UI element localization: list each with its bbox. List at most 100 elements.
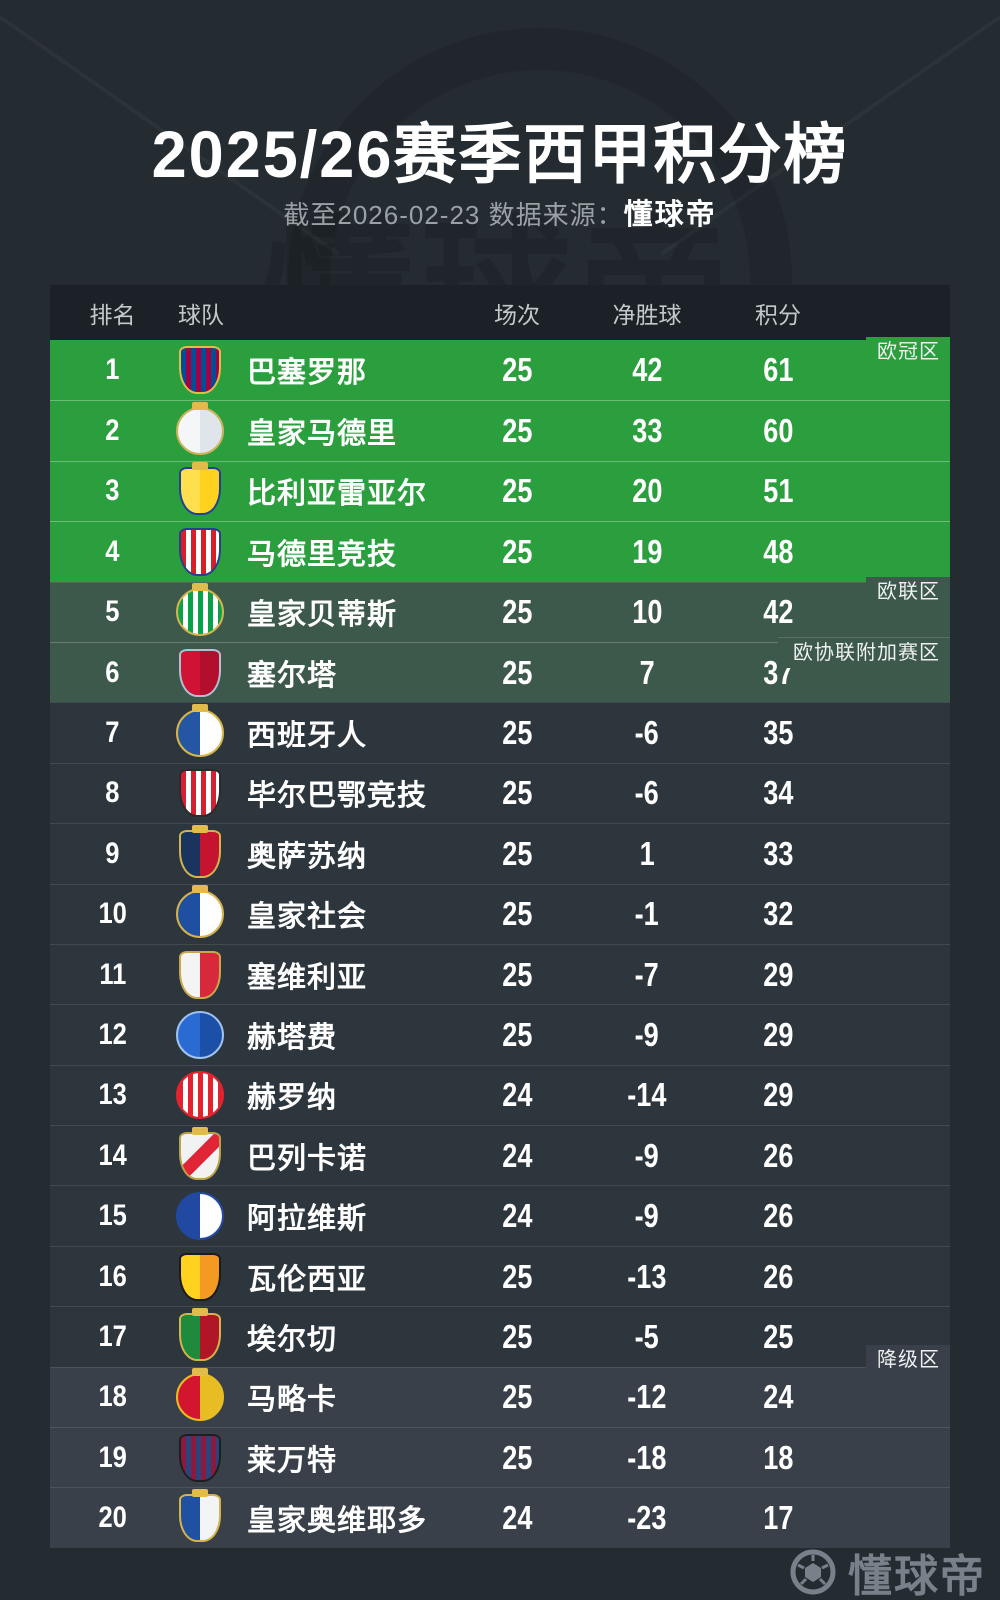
team-name: 皇家奥维耶多 (247, 1505, 428, 1538)
played-cell: 25 (501, 714, 533, 752)
team-logo (176, 402, 224, 456)
team-name: 奥萨苏纳 (247, 840, 368, 873)
zone-badge-conference-playoff: 欧协联附加赛区 (778, 637, 950, 668)
rank-cell: 13 (98, 1078, 127, 1112)
gd-cell: -1 (634, 895, 660, 933)
team-logo-cell (175, 1126, 225, 1180)
played-cell: 25 (501, 1257, 533, 1295)
standings-table: 排名 球队 场次 净胜球 积分 1 巴塞罗那 25 42 61 2 皇家马德里 25 33 60 3… (50, 285, 950, 1548)
team-logo (179, 1433, 221, 1482)
gd-cell: -14 (627, 1076, 667, 1114)
team-logo (176, 704, 224, 758)
played-cell: 25 (501, 1317, 533, 1355)
gd-cell: 7 (639, 653, 655, 691)
points-cell: 35 (762, 714, 794, 752)
points-cell: 60 (762, 412, 794, 450)
table-row: 14 巴列卡诺 24 -9 26 (50, 1125, 950, 1186)
table-row: 8 毕尔巴鄂竞技 25 -6 34 (50, 762, 950, 824)
rank-cell: 4 (105, 534, 120, 568)
team-logo-cell (175, 704, 225, 758)
table-header-row: 排名 球队 场次 净胜球 积分 (50, 285, 950, 340)
points-cell: 26 (762, 1257, 794, 1295)
zone-badge-europa-league: 欧联区 (866, 577, 950, 608)
football-icon (790, 1549, 836, 1595)
gd-cell: -7 (634, 955, 660, 993)
rank-cell: 3 (105, 474, 120, 508)
rank-cell: 15 (98, 1199, 127, 1233)
gd-cell: -9 (634, 1136, 660, 1174)
played-cell: 25 (501, 1438, 533, 1476)
gd-cell: -12 (627, 1378, 667, 1416)
team-logo (176, 1010, 224, 1059)
team-logo-cell (175, 527, 225, 576)
gd-cell: -23 (627, 1499, 667, 1537)
table-row: 3 比利亚雷亚尔 25 20 51 (50, 460, 950, 522)
team-logo (176, 885, 224, 939)
team-name: 马德里竞技 (247, 538, 398, 571)
gd-cell: 19 (631, 532, 663, 570)
table-row: 1 巴塞罗那 25 42 61 (50, 340, 950, 401)
team-logo (179, 1307, 221, 1361)
gd-cell: 10 (631, 593, 663, 631)
rank-cell: 14 (98, 1138, 127, 1172)
team-logo (179, 1489, 221, 1543)
team-name: 皇家社会 (247, 901, 368, 934)
gd-cell: -6 (634, 714, 660, 752)
played-cell: 25 (501, 532, 533, 570)
brand-watermark: 懂球帝 (790, 1540, 986, 1600)
data-cutoff-text: 截至2026-02-23 数据来源： (283, 200, 624, 230)
team-name: 赫塔费 (247, 1021, 338, 1054)
rank-cell: 10 (98, 897, 127, 931)
played-cell: 25 (501, 1015, 533, 1053)
gd-cell: 1 (639, 834, 655, 872)
played-cell: 25 (501, 412, 533, 450)
rank-cell: 19 (98, 1440, 127, 1474)
rank-cell: 8 (105, 776, 120, 810)
team-logo-cell (175, 346, 225, 395)
table-row: 20 皇家奥维耶多 24 -23 17 (50, 1487, 950, 1548)
team-logo-cell (175, 583, 225, 637)
rank-cell: 17 (98, 1319, 127, 1353)
gd-cell: -18 (627, 1438, 667, 1476)
rank-cell: 7 (105, 716, 120, 750)
table-row: 10 皇家社会 25 -1 32 (50, 883, 950, 944)
played-cell: 25 (501, 774, 533, 812)
points-cell: 51 (762, 472, 794, 510)
table-row: 6 塞尔塔 25 7 37 (50, 641, 950, 703)
table-row: 4 马德里竞技 25 19 48 (50, 521, 950, 582)
table-body: 1 巴塞罗那 25 42 61 2 皇家马德里 25 33 60 3 比利亚雷亚尔 25 20 51 4 马德里… (50, 340, 950, 1548)
team-name: 塞维利亚 (247, 961, 368, 994)
points-cell: 29 (762, 955, 794, 993)
gd-cell: -5 (634, 1317, 660, 1355)
points-cell: 42 (762, 593, 794, 631)
team-logo (176, 1368, 224, 1422)
team-logo (179, 1126, 221, 1180)
played-cell: 25 (501, 472, 533, 510)
table-row: 16 瓦伦西亚 25 -13 26 (50, 1245, 950, 1307)
team-logo-cell (175, 1368, 225, 1422)
points-cell: 17 (762, 1499, 794, 1537)
points-cell: 33 (762, 834, 794, 872)
team-logo (179, 950, 221, 999)
team-name: 瓦伦西亚 (247, 1263, 368, 1296)
rank-cell: 6 (105, 655, 120, 689)
crest-crown (192, 1126, 208, 1135)
zone-badge-champions-league: 欧冠区 (866, 337, 950, 368)
team-logo-cell (175, 402, 225, 456)
zone-badge-relegation: 降级区 (866, 1345, 950, 1376)
points-cell: 26 (762, 1136, 794, 1174)
team-logo (179, 769, 221, 818)
played-cell: 24 (501, 1197, 533, 1235)
crest-crown (192, 1307, 208, 1316)
team-logo-cell (175, 1433, 225, 1482)
gd-cell: -13 (627, 1257, 667, 1295)
played-cell: 24 (501, 1076, 533, 1114)
table-row: 5 皇家贝蒂斯 25 10 42 (50, 581, 950, 642)
team-logo-cell (175, 769, 225, 818)
rank-cell: 9 (105, 836, 120, 870)
rank-cell: 12 (98, 1017, 127, 1051)
crest-crown (192, 1489, 208, 1498)
header-rank: 排名 (89, 301, 136, 328)
table-row: 12 赫塔费 25 -9 29 (50, 1004, 950, 1065)
